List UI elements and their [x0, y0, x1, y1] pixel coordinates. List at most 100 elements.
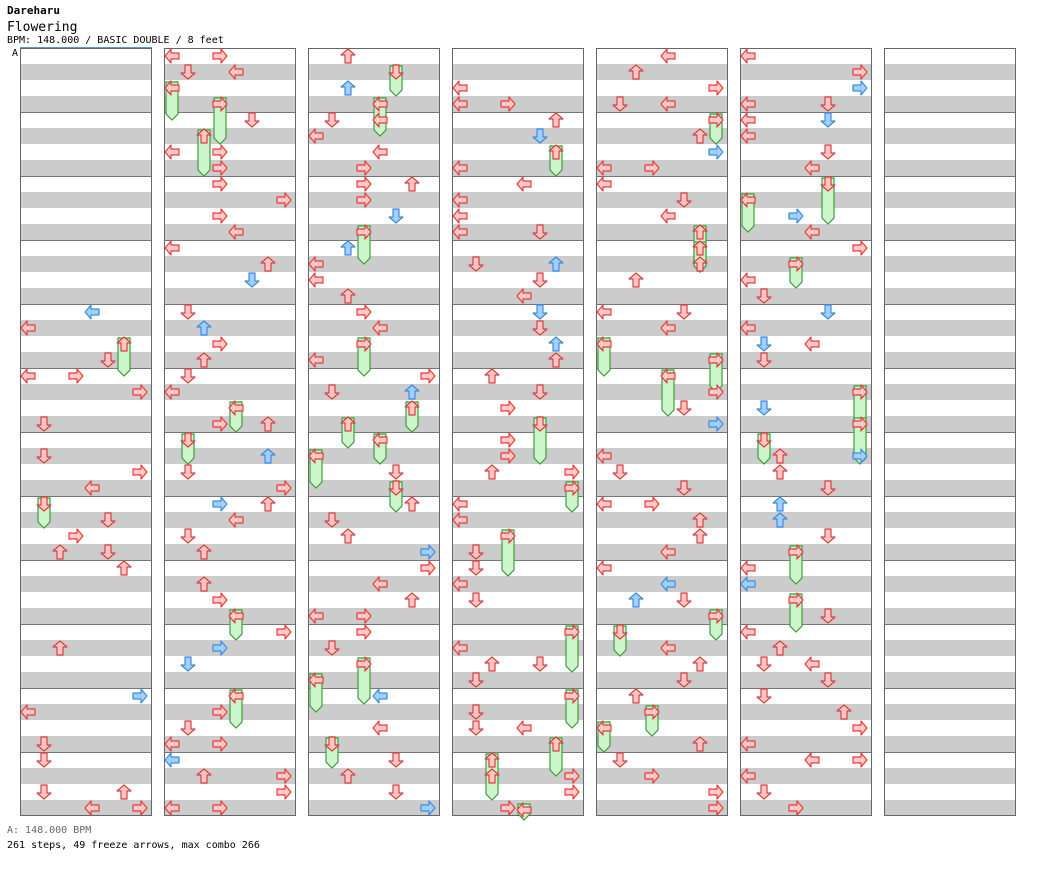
beat-stripe [596, 160, 728, 176]
beat-stripe [452, 544, 584, 560]
column-border [308, 48, 440, 816]
step-arrow [804, 752, 820, 768]
step-arrow [772, 512, 788, 528]
beat-stripe [308, 608, 440, 624]
step-arrow [212, 48, 228, 64]
beat-stripe [20, 352, 152, 368]
beat-stripe [884, 128, 1016, 144]
step-arrow [420, 368, 436, 384]
beat-stripe [452, 128, 584, 144]
step-arrow [260, 496, 276, 512]
beat-stripe [308, 256, 440, 272]
step-arrow [420, 800, 436, 816]
column-border [20, 48, 152, 816]
beat-stripe [596, 608, 728, 624]
step-arrow [644, 496, 660, 512]
step-arrow [132, 384, 148, 400]
beat-stripe [452, 320, 584, 336]
step-arrow [52, 544, 68, 560]
beat-stripe [740, 448, 872, 464]
step-arrow [36, 736, 52, 752]
step-arrow [228, 400, 244, 416]
step-arrow [564, 480, 580, 496]
step-arrow [788, 544, 804, 560]
step-arrow [308, 448, 324, 464]
column-border [452, 48, 584, 816]
step-arrow [452, 496, 468, 512]
step-arrow [308, 672, 324, 688]
beat-stripe [884, 320, 1016, 336]
step-arrow [564, 464, 580, 480]
step-arrow [452, 224, 468, 240]
beat-stripe [740, 672, 872, 688]
beat-stripe [308, 160, 440, 176]
step-arrow [180, 464, 196, 480]
beat-stripe [164, 320, 296, 336]
beat-stripe [20, 768, 152, 784]
beat-stripe [740, 128, 872, 144]
step-arrow [692, 528, 708, 544]
step-arrow [452, 512, 468, 528]
beat-stripe [20, 384, 152, 400]
step-arrow [36, 784, 52, 800]
step-arrow [324, 384, 340, 400]
beat-stripe [884, 448, 1016, 464]
step-arrow [212, 416, 228, 432]
beat-stripe [164, 800, 296, 816]
chart-column [740, 48, 872, 816]
beat-stripe [20, 448, 152, 464]
beat-stripe [308, 544, 440, 560]
beat-stripe [164, 160, 296, 176]
step-arrow [740, 576, 756, 592]
step-arrow [596, 720, 612, 736]
beat-stripe [308, 736, 440, 752]
step-arrow [212, 592, 228, 608]
step-arrow [196, 128, 212, 144]
step-arrow [20, 704, 36, 720]
step-arrow [788, 256, 804, 272]
step-arrow [596, 336, 612, 352]
step-arrow [772, 640, 788, 656]
beat-stripe [308, 384, 440, 400]
step-arrow [612, 624, 628, 640]
step-arrow [132, 800, 148, 816]
beat-stripe [884, 640, 1016, 656]
step-arrow [452, 208, 468, 224]
step-arrow [852, 448, 868, 464]
step-arrow [340, 768, 356, 784]
step-arrow [852, 80, 868, 96]
beat-stripe [884, 224, 1016, 240]
step-arrow [628, 64, 644, 80]
step-arrow [388, 464, 404, 480]
step-arrow [820, 144, 836, 160]
step-arrow [404, 176, 420, 192]
step-arrow [164, 80, 180, 96]
step-arrow [500, 448, 516, 464]
beat-stripe [452, 160, 584, 176]
step-arrow [628, 592, 644, 608]
step-arrow [116, 784, 132, 800]
step-arrow [212, 704, 228, 720]
step-arrow [356, 176, 372, 192]
column-border [884, 48, 1016, 816]
beat-stripe [740, 384, 872, 400]
step-arrow [692, 256, 708, 272]
beat-stripe [164, 576, 296, 592]
step-arrow [308, 352, 324, 368]
step-arrow [740, 624, 756, 640]
step-arrow [196, 544, 212, 560]
beat-stripe [884, 416, 1016, 432]
beat-stripe [20, 288, 152, 304]
step-arrow [164, 752, 180, 768]
step-arrow [740, 560, 756, 576]
step-arrow [676, 192, 692, 208]
step-arrow [228, 608, 244, 624]
beat-stripe [164, 256, 296, 272]
step-arrow [324, 736, 340, 752]
step-arrow [372, 320, 388, 336]
step-arrow [852, 384, 868, 400]
step-arrow [356, 304, 372, 320]
step-arrow [388, 480, 404, 496]
step-arrow [660, 320, 676, 336]
beat-stripe [884, 736, 1016, 752]
